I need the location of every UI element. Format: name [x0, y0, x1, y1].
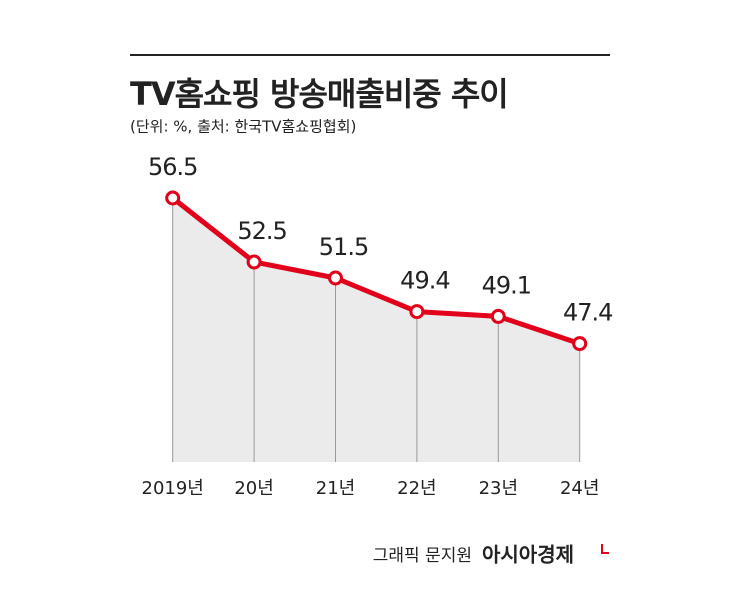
value-label: 56.5 [148, 153, 197, 181]
value-label: 51.5 [319, 233, 368, 261]
line [171, 196, 581, 346]
point [165, 190, 181, 206]
point [490, 308, 506, 324]
value-label: 52.5 [237, 217, 286, 245]
point [409, 304, 425, 320]
credit: 그래픽 문지원 [373, 546, 472, 566]
x-tick-label: 2019년 [142, 478, 204, 499]
point [328, 270, 343, 286]
brand-mark [601, 544, 609, 554]
brand: 아시아경제 [482, 543, 574, 567]
x-tick-label: 21년 [316, 478, 355, 499]
value-label: 49.1 [482, 271, 531, 299]
point [572, 336, 588, 352]
subtitle: (단위: %, 출처: 한국TV홈쇼핑협회) [130, 118, 356, 136]
point [246, 254, 262, 270]
chart-title: TV홈쇼핑 방송매출비중 추이 [130, 75, 508, 113]
x-tick-label: 20년 [234, 478, 273, 499]
x-tick-label: 24년 [560, 478, 599, 499]
area [172, 198, 580, 462]
x-tick-label: 22년 [397, 478, 436, 499]
x-tick-label: 23년 [479, 478, 518, 499]
value-label: 47.4 [563, 299, 612, 327]
value-label: 49.4 [400, 267, 449, 295]
